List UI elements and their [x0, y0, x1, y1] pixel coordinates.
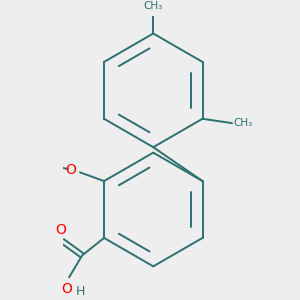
Text: H: H [76, 285, 85, 298]
Text: O: O [55, 223, 66, 237]
Text: CH₃: CH₃ [233, 118, 252, 128]
Text: O: O [65, 163, 76, 177]
Text: O: O [61, 282, 72, 296]
Text: CH₃: CH₃ [144, 1, 163, 10]
